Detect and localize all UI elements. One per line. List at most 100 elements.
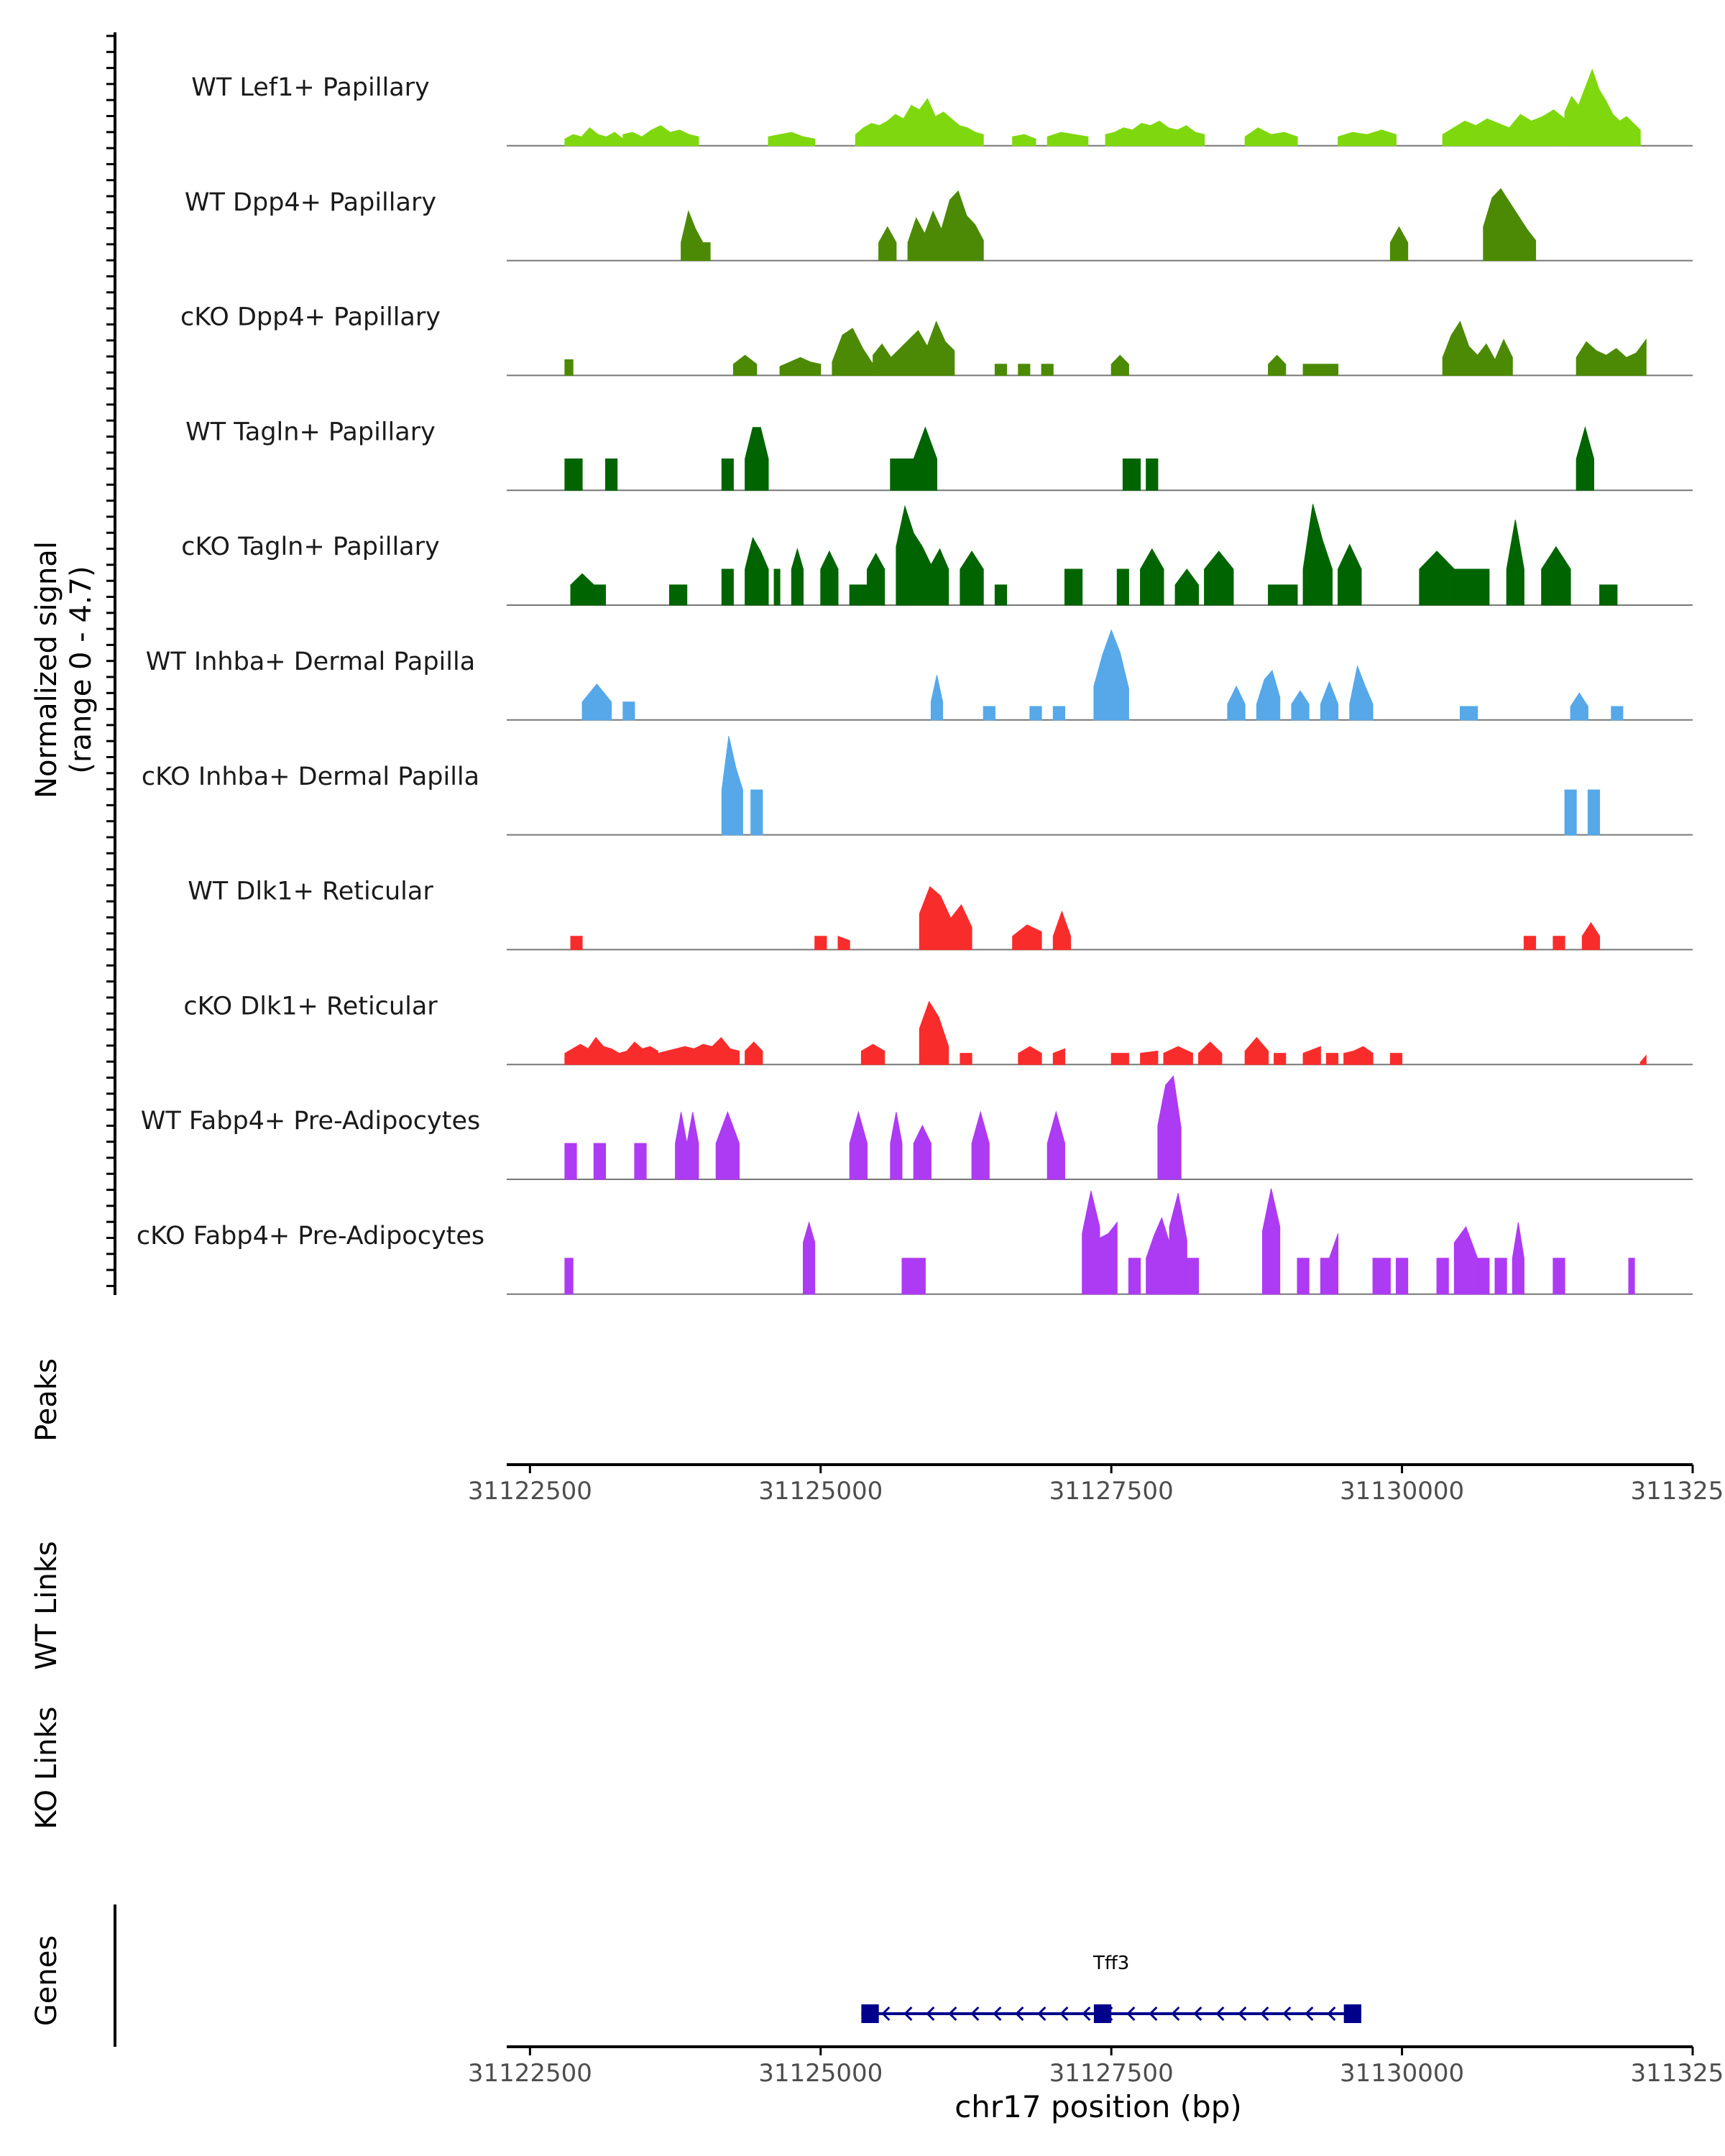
signal-area [860, 1044, 886, 1065]
signal-area [1244, 1036, 1269, 1065]
signal-area [1581, 921, 1601, 950]
signal-area [1389, 226, 1409, 262]
signal-area [1198, 1041, 1223, 1065]
signal-area [994, 584, 1008, 606]
track-label: cKO Dlk1+ Reticular [183, 992, 438, 1021]
signal-area [1372, 1258, 1391, 1295]
gene-track [861, 2004, 1361, 2023]
signal-area [581, 683, 612, 721]
signal-area [890, 426, 937, 491]
signal-area [1110, 1053, 1129, 1065]
strand-arrow [926, 2006, 935, 2022]
signal-area [605, 459, 618, 491]
signal-area [721, 459, 734, 491]
signal-area [564, 1143, 577, 1180]
signal-area [1186, 1258, 1199, 1295]
wt-links-panel-label: WT Links [30, 1541, 63, 1669]
x-axis-tick-label: 31122500 [468, 2059, 592, 2088]
signal-area [721, 568, 734, 606]
exon-block [1343, 2004, 1361, 2023]
signal-area [564, 459, 583, 491]
exon-block [861, 2004, 879, 2023]
signal-area [837, 935, 850, 950]
signal-area [1174, 568, 1199, 606]
signal-area [768, 132, 816, 147]
signal-area [1262, 1188, 1281, 1295]
signal-area [1483, 188, 1537, 262]
signal-area [779, 356, 822, 376]
signal-area [1343, 1046, 1374, 1065]
signal-area [715, 1110, 740, 1180]
signal-area [1302, 504, 1333, 606]
strand-arrow [903, 2006, 913, 2022]
signal-area [1012, 134, 1036, 147]
signal-area [721, 735, 743, 836]
signal-area [773, 568, 781, 606]
signal-area [1122, 459, 1141, 491]
signal-area [1140, 548, 1164, 606]
signal-area [1018, 364, 1031, 376]
signal-area [890, 1112, 903, 1180]
signal-area [1338, 129, 1397, 147]
signal-area [1046, 132, 1089, 147]
signal-area [1552, 1258, 1565, 1295]
strand-arrow [1082, 2006, 1091, 2022]
signal-area [1146, 1217, 1170, 1295]
signal-area [1041, 364, 1054, 376]
x-axis-tick-label: 31122500 [468, 1477, 592, 1506]
signal-area [1320, 1233, 1339, 1295]
signal-area [1453, 568, 1490, 606]
signal-area [570, 936, 583, 950]
signal-area [564, 1258, 574, 1295]
x-axis-tick-label: 31125000 [758, 1477, 883, 1506]
strand-arrow [881, 2006, 891, 2022]
signal-area [745, 536, 769, 606]
signal-area [901, 1258, 926, 1295]
track-label: WT Inhba+ Dermal Papilla [146, 648, 475, 676]
signal-area [1599, 584, 1618, 606]
signal-area [1302, 1046, 1321, 1065]
strand-arrow [1015, 2006, 1024, 2022]
signal-area [1512, 1222, 1524, 1295]
signal-area [1552, 936, 1565, 950]
y-axis-label-line1: Normalized signal [30, 541, 63, 798]
signal-area [873, 321, 955, 376]
signal-area [960, 550, 984, 606]
track-label: cKO Fabp4+ Pre-Adipocytes [137, 1222, 484, 1250]
strand-arrow [1238, 2006, 1247, 2022]
signal-area [1576, 425, 1594, 491]
signal-area [1244, 127, 1298, 147]
signal-area [994, 364, 1008, 376]
signal-area [1611, 706, 1624, 721]
strand-arrow [1059, 2006, 1069, 2022]
y-axis-label-line2: (range 0 - 4.7) [65, 566, 98, 773]
signal-area [1018, 1046, 1042, 1065]
signal-area [732, 354, 758, 376]
signal-area [1442, 109, 1565, 147]
signal-area [593, 1143, 606, 1180]
signal-area [1436, 1258, 1449, 1295]
signal-area [1256, 669, 1281, 721]
track-label: WT Lef1+ Papillary [191, 73, 430, 102]
signal-area [896, 505, 949, 606]
strand-arrow [1149, 2006, 1158, 2022]
signal-area [1523, 936, 1537, 950]
signal-area [1116, 568, 1129, 606]
ko-links-panel-label: KO Links [30, 1707, 63, 1830]
signal-area [669, 584, 688, 606]
signal-area [1227, 685, 1246, 721]
signal-area [971, 1110, 990, 1180]
strand-arrow [948, 2006, 957, 2022]
signal-area [1349, 665, 1374, 721]
track-label: WT Dlk1+ Reticular [188, 877, 433, 906]
signal-area [564, 359, 574, 376]
x-axis-tick-label: 31132500 [1630, 2059, 1725, 2088]
signal-area [1302, 364, 1339, 376]
signal-area [745, 1041, 763, 1065]
signal-area [1564, 68, 1641, 147]
track-label: cKO Tagln+ Papillary [181, 533, 440, 561]
signal-area [657, 1036, 740, 1065]
x-axis-tick-label: 31132500 [1630, 1477, 1725, 1506]
signal-area [1093, 629, 1129, 721]
